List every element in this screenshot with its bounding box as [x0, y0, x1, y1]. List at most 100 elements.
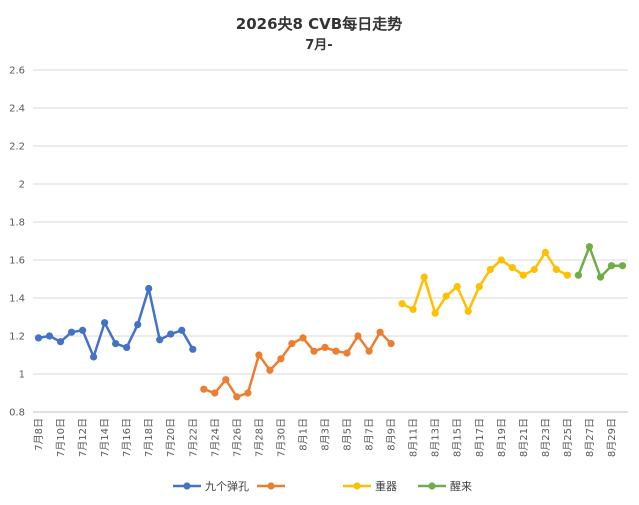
y-tick-label: 1.6	[9, 256, 25, 267]
data-point	[563, 271, 572, 279]
data-point	[574, 271, 583, 279]
x-tick-label: 8月21日	[518, 418, 530, 457]
x-tick-label: 7月8日	[33, 418, 45, 451]
y-tick-label: 1.2	[9, 332, 25, 343]
data-point	[365, 347, 373, 355]
x-tick-label: 8月17日	[474, 418, 486, 457]
x-tick-label: 8月1日	[297, 418, 309, 451]
data-point	[541, 248, 550, 256]
data-point	[277, 355, 285, 363]
data-point	[497, 256, 505, 264]
data-point	[244, 389, 252, 397]
data-point	[266, 366, 274, 374]
y-tick-label: 0.8	[9, 408, 25, 419]
legend-label-2: 重器	[375, 479, 397, 493]
series-line-1	[203, 330, 392, 399]
x-tick-label: 7月18日	[143, 418, 155, 457]
y-tick-label: 2.2	[9, 142, 25, 153]
data-point	[321, 343, 329, 351]
x-axis: 7月8日 7月10日 7月12日 7月14日 7月16日 7月18日 7月20日 7月22日 7…	[33, 411, 628, 457]
data-point	[607, 262, 616, 270]
data-point	[56, 338, 65, 346]
legend: 九个弹孔 重器 醒来	[173, 479, 472, 493]
y-axis: 0.8 1 1.2 1.4 1.6 1.8 2 2.2 2.4 2.6	[9, 66, 25, 419]
data-point	[288, 340, 296, 348]
data-point	[167, 330, 175, 338]
data-point	[299, 334, 307, 342]
x-tick-label: 8月27日	[584, 418, 596, 457]
data-point	[376, 328, 384, 336]
data-point	[112, 340, 120, 348]
series-1	[200, 328, 395, 401]
x-tick-label: 8月7日	[364, 418, 376, 451]
x-tick-label: 8月25日	[562, 418, 574, 457]
y-tick-label: 2.4	[9, 104, 25, 115]
legend-marker-2	[353, 482, 361, 490]
series-group	[34, 243, 627, 401]
data-point	[530, 265, 538, 274]
x-tick-label: 8月9日	[386, 418, 398, 451]
data-point	[178, 326, 186, 334]
x-tick-label: 8月15日	[452, 418, 464, 457]
data-point	[618, 262, 627, 270]
data-point	[211, 389, 219, 397]
data-point	[90, 353, 98, 361]
chart-title: 2026央8 CVB每日走势	[236, 15, 402, 33]
data-point	[79, 326, 87, 334]
y-tick-label: 1.4	[9, 294, 25, 305]
series-line-3	[577, 245, 623, 279]
data-point	[387, 340, 395, 348]
legend-marker-0	[183, 482, 191, 490]
data-point	[145, 284, 153, 293]
data-point	[343, 349, 351, 357]
x-tick-label: 7月26日	[231, 418, 243, 457]
data-point	[123, 343, 131, 351]
data-point	[464, 307, 472, 315]
data-point	[233, 393, 241, 401]
x-tick-label: 8月11日	[408, 418, 420, 457]
x-tick-label: 8月23日	[540, 418, 552, 457]
data-point	[34, 334, 43, 342]
data-point	[134, 321, 142, 329]
series-3	[574, 243, 627, 281]
data-point	[101, 319, 109, 327]
x-tick-label: 8月5日	[342, 418, 354, 451]
legend-marker-3	[428, 482, 436, 490]
y-tick-label: 1.8	[9, 218, 25, 229]
x-tick-label: 8月3日	[319, 418, 331, 451]
series-line-2	[401, 251, 568, 315]
y-tick-label: 1	[19, 370, 25, 381]
y-tick-label: 2	[19, 180, 25, 191]
data-point	[68, 328, 76, 336]
x-tick-label: 7月20日	[165, 418, 177, 457]
data-point	[431, 309, 439, 317]
x-tick-label: 7月16日	[121, 418, 133, 457]
x-tick-label: 7月30日	[275, 418, 287, 457]
legend-label-0: 九个弹孔	[205, 479, 249, 493]
legend-marker-1	[267, 482, 275, 490]
x-tick-label: 7月12日	[77, 418, 89, 457]
chart-subtitle: 7月-	[305, 38, 332, 53]
y-tick-label: 2.6	[9, 66, 25, 77]
legend-label-3: 醒来	[450, 480, 472, 493]
data-point	[585, 243, 594, 251]
x-tick-label: 8月19日	[496, 418, 508, 457]
data-point	[486, 265, 494, 274]
x-tick-label: 8月29日	[606, 418, 618, 457]
data-point	[200, 385, 208, 393]
data-point	[442, 292, 450, 300]
data-point	[45, 332, 54, 340]
x-tick-label: 7月24日	[209, 418, 221, 457]
series-2	[398, 248, 572, 317]
data-point	[453, 283, 461, 291]
data-point	[310, 347, 318, 355]
data-point	[519, 271, 527, 279]
series-0	[34, 284, 197, 361]
data-point	[508, 264, 516, 272]
data-point	[596, 273, 605, 281]
data-point	[189, 345, 197, 353]
data-point	[354, 332, 362, 340]
x-tick-label: 7月14日	[99, 418, 111, 457]
data-point	[420, 273, 428, 281]
